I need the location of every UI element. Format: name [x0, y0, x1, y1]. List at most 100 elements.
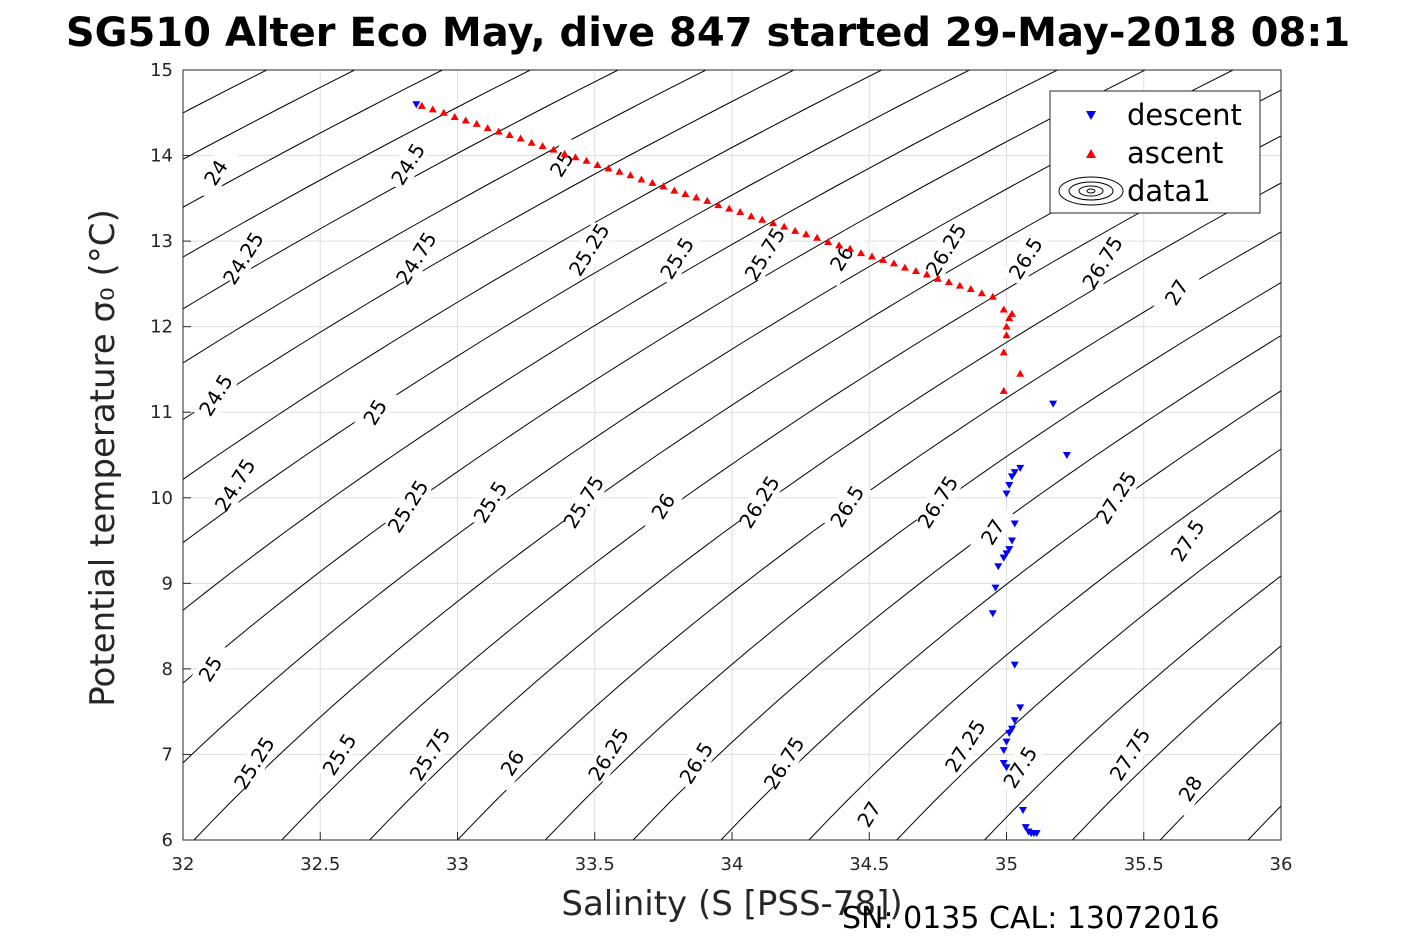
descent-point — [988, 610, 997, 618]
descent-point — [1005, 546, 1014, 554]
ascent-point — [1005, 314, 1014, 322]
ascent-point — [802, 230, 811, 238]
ascent-point — [747, 212, 756, 220]
contour-label-background — [584, 726, 633, 783]
y-tick-label: 12 — [150, 317, 173, 338]
contour-label-background — [913, 473, 962, 531]
descent-point — [1018, 807, 1027, 815]
y-tick-label: 14 — [150, 146, 173, 167]
y-tick-label: 15 — [150, 60, 173, 81]
contour-label-background — [191, 144, 240, 202]
ascent-point — [846, 244, 855, 252]
ascent-point — [417, 101, 426, 109]
contour-label-background — [384, 135, 433, 193]
isopycnal-line — [183, 70, 707, 364]
y-axis-ticks: 6 7 8 9 10 11 12 13 14 15 — [150, 60, 191, 851]
x-tick-label: 33 — [446, 854, 469, 875]
x-tick-label: 34 — [721, 854, 744, 875]
ascent-point — [637, 175, 646, 183]
descent-point — [1049, 400, 1058, 408]
ascent-point — [1002, 322, 1011, 330]
ascent-point — [1007, 309, 1016, 317]
ascent-point — [483, 124, 492, 132]
contour-label-background — [996, 738, 1045, 796]
contour-label-background — [845, 785, 894, 843]
contour-label-background — [653, 229, 702, 287]
ascent-point — [571, 153, 580, 161]
legend-ascent-marker — [1086, 149, 1096, 158]
descent-point — [1010, 469, 1019, 477]
contour-label-background — [230, 734, 279, 792]
isopycnal-line — [183, 70, 1234, 764]
contour-label-background — [537, 135, 586, 193]
descent-point — [1010, 717, 1019, 725]
isopycnal-line — [632, 335, 1281, 840]
ascent-point — [670, 186, 679, 194]
ascent-point — [911, 267, 920, 275]
ascent-point — [582, 156, 591, 164]
chart-title: SG510 Alter Eco May, dive 847 started 29… — [66, 10, 1350, 56]
descent-point — [412, 101, 421, 109]
descent-point — [1002, 738, 1011, 746]
contour-label-background — [191, 366, 240, 424]
ascent-point — [505, 131, 514, 139]
ascent-point — [1016, 369, 1025, 377]
ascent-point — [549, 145, 558, 153]
isopycnal-line — [183, 70, 1058, 611]
y-tick-label: 8 — [162, 659, 173, 680]
descent-point — [1062, 452, 1071, 459]
contour-label-background — [211, 456, 260, 514]
isopycnal-line — [183, 70, 531, 258]
descent-point — [1002, 764, 1011, 772]
ascent-point — [714, 201, 723, 209]
ascent-point — [977, 289, 986, 297]
ascent-point — [604, 164, 613, 172]
ascent-point — [659, 182, 668, 190]
ascent-point — [450, 113, 459, 121]
ascent-point — [769, 219, 778, 227]
descent-point — [1016, 704, 1025, 712]
x-tick-label: 35.5 — [1124, 854, 1164, 875]
isopycnal-line — [183, 70, 1146, 684]
ascent-point — [878, 255, 887, 263]
legend-box — [1049, 90, 1261, 214]
ascent-point — [999, 386, 1008, 394]
y-tick-label: 10 — [150, 488, 173, 509]
x-tick-label: 32.5 — [300, 854, 340, 875]
ascent-point — [944, 278, 953, 286]
contour-label-background — [351, 383, 400, 441]
ascent-point — [824, 237, 833, 245]
isopycnal-line — [896, 509, 1281, 840]
contour-label-background — [466, 473, 515, 531]
ascent-point — [626, 171, 635, 179]
ascent-point — [988, 292, 997, 300]
ascent-point — [725, 204, 734, 212]
descent-point — [1032, 830, 1041, 838]
legend-descent-marker — [1086, 111, 1096, 120]
descent-point — [1007, 473, 1016, 481]
x-axis-ticks: 32 32.5 33 33.5 34 34.5 35 35.5 36 — [172, 832, 1292, 875]
contour-label-background — [1001, 229, 1050, 287]
isopycnal-line — [183, 70, 619, 310]
y-tick-label: 11 — [150, 402, 173, 423]
descent-point — [1007, 725, 1016, 733]
contour-label-background — [823, 477, 872, 535]
ascent-point — [692, 193, 701, 201]
contour-label-background — [315, 726, 364, 783]
footer-serial-cal: SN: 0135 CAL: 13072016 — [842, 901, 1220, 936]
ascent-point — [999, 348, 1008, 356]
ascent-point — [813, 233, 822, 241]
ascent-point — [494, 127, 503, 135]
x-tick-label: 33.5 — [575, 854, 615, 875]
ascent-point — [736, 208, 745, 216]
contour-label-background — [1166, 760, 1215, 818]
ascent-point — [428, 105, 437, 113]
isopycnal-line — [183, 70, 795, 421]
ascent-point — [593, 160, 602, 168]
isopycnal-line — [720, 390, 1281, 840]
ascent-point — [703, 196, 712, 204]
descent-point — [1002, 490, 1011, 498]
contour-label-background — [1078, 234, 1127, 291]
ascent-point — [758, 215, 767, 223]
isopycnal-line — [183, 70, 443, 208]
